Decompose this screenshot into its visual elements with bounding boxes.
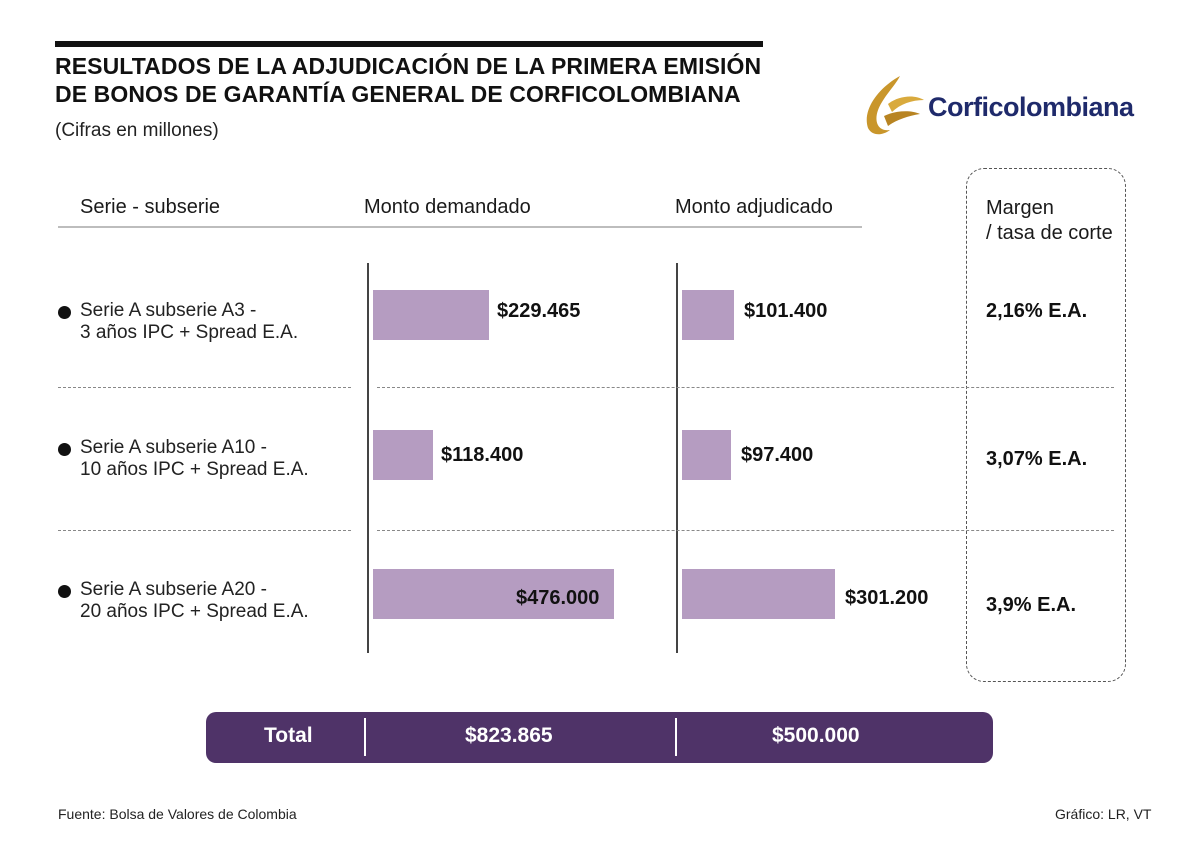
title-line-1: RESULTADOS DE LA ADJUDICACIÓN DE LA PRIM… bbox=[55, 53, 762, 79]
bar-demandado-a20 bbox=[373, 569, 614, 619]
header-adjudicado: Monto adjudicado bbox=[675, 196, 833, 218]
corficolombiana-logo-icon bbox=[866, 76, 924, 135]
row-label-line-2: 3 años IPC + Spread E.A. bbox=[80, 322, 299, 343]
value-demandado-a20: $476.000 bbox=[516, 587, 600, 609]
credit-note: Gráfico: LR, VT bbox=[1055, 806, 1152, 822]
total-bar bbox=[206, 712, 993, 763]
value-adjudicado-a10: $97.400 bbox=[741, 444, 814, 466]
units-subtitle: (Cifras en millones) bbox=[55, 120, 219, 141]
total-label: Total bbox=[264, 724, 313, 747]
row-label-line-1: Serie A subserie A3 - bbox=[80, 300, 257, 321]
row-separator bbox=[377, 387, 1114, 388]
row-label-line-1: Serie A subserie A20 - bbox=[80, 579, 267, 600]
header-margen-line-1: Margen bbox=[986, 197, 1054, 219]
row-label-a20: Serie A subserie A20 - 20 años IPC + Spr… bbox=[80, 579, 309, 623]
value-adjudicado-a3: $101.400 bbox=[744, 300, 828, 322]
bar-adjudicado-a3 bbox=[682, 290, 734, 340]
total-divider bbox=[364, 718, 366, 756]
header-margen-line-2: / tasa de corte bbox=[986, 222, 1113, 244]
margen-a3: 2,16% E.A. bbox=[986, 300, 1088, 322]
row-label-a10: Serie A subserie A10 - 10 años IPC + Spr… bbox=[80, 437, 309, 481]
logo-text: Corficolombiana bbox=[928, 92, 1134, 122]
header-demandado: Monto demandado bbox=[364, 196, 531, 218]
margin-column-box bbox=[966, 168, 1126, 682]
value-adjudicado-a20: $301.200 bbox=[845, 587, 929, 609]
row-label-line-2: 20 años IPC + Spread E.A. bbox=[80, 601, 309, 622]
bullet-icon bbox=[58, 306, 71, 319]
total-divider bbox=[675, 718, 677, 756]
margen-a10: 3,07% E.A. bbox=[986, 448, 1088, 470]
value-demandado-a3: $229.465 bbox=[497, 300, 581, 322]
header-rule bbox=[58, 226, 862, 228]
bullet-icon bbox=[58, 443, 71, 456]
total-adjudicado: $500.000 bbox=[772, 724, 860, 747]
demandado-axis bbox=[367, 263, 369, 653]
chart-title: RESULTADOS DE LA ADJUDICACIÓN DE LA PRIM… bbox=[55, 52, 815, 108]
source-note: Fuente: Bolsa de Valores de Colombia bbox=[58, 806, 297, 822]
bar-adjudicado-a20 bbox=[682, 569, 835, 619]
adjudicado-axis bbox=[676, 263, 678, 653]
bar-adjudicado-a10 bbox=[682, 430, 731, 480]
row-separator bbox=[58, 530, 351, 531]
title-rule bbox=[55, 41, 763, 47]
bullet-icon bbox=[58, 585, 71, 598]
header-margen: Margen / tasa de corte bbox=[986, 196, 1113, 246]
value-demandado-a10: $118.400 bbox=[441, 444, 524, 466]
title-line-2: DE BONOS DE GARANTÍA GENERAL DE CORFICOL… bbox=[55, 81, 741, 107]
row-label-a3: Serie A subserie A3 - 3 años IPC + Sprea… bbox=[80, 300, 298, 344]
row-separator bbox=[58, 387, 351, 388]
margen-a20: 3,9% E.A. bbox=[986, 594, 1077, 616]
bar-demandado-a10 bbox=[373, 430, 433, 480]
row-label-line-2: 10 años IPC + Spread E.A. bbox=[80, 459, 309, 480]
header-serie: Serie - subserie bbox=[80, 196, 221, 218]
row-label-line-1: Serie A subserie A10 - bbox=[80, 437, 267, 458]
row-separator bbox=[377, 530, 1114, 531]
total-demandado: $823.865 bbox=[465, 724, 553, 747]
bar-demandado-a3 bbox=[373, 290, 489, 340]
